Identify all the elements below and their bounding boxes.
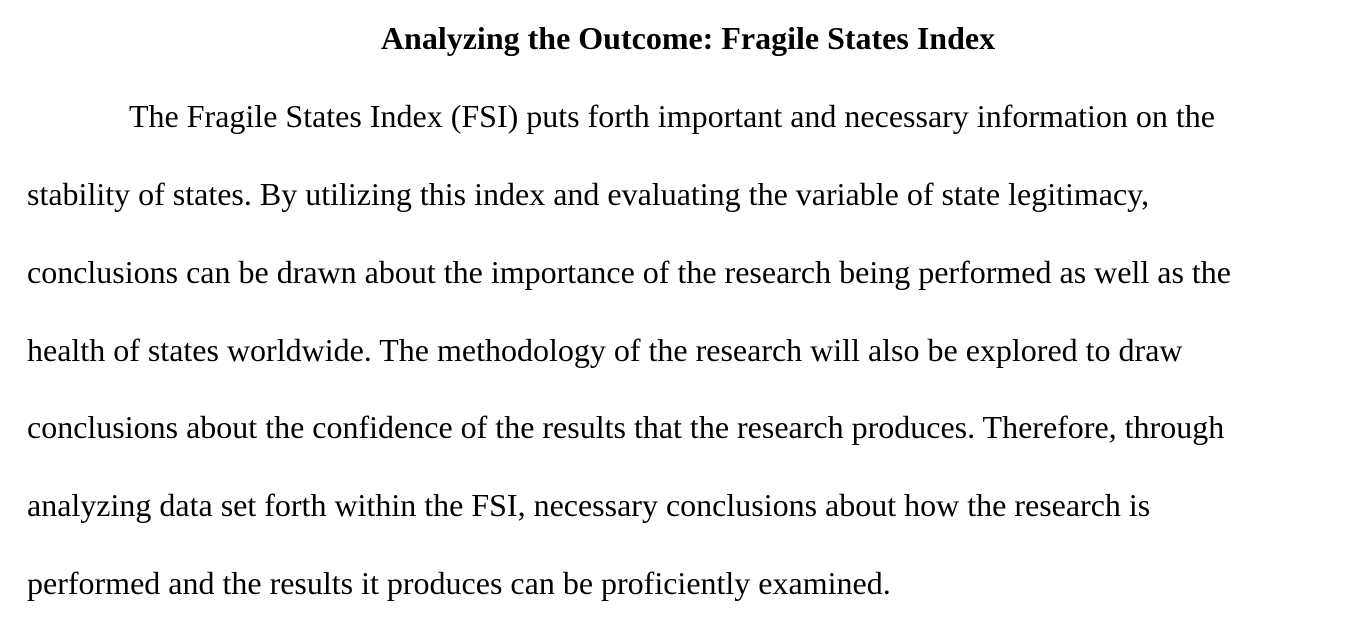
paragraph-line: analyzing data set forth within the FSI,… [27, 487, 1151, 523]
paragraph-line: conclusions about the confidence of the … [27, 409, 1225, 445]
document-title: Analyzing the Outcome: Fragile States In… [380, 20, 996, 56]
paragraph-line: stability of states. By utilizing this i… [27, 176, 1150, 212]
paragraph-line: performed and the results it produces ca… [27, 565, 891, 601]
paragraph-line: health of states worldwide. The methodol… [27, 332, 1183, 368]
paragraph-line: The Fragile States Index (FSI) puts fort… [129, 98, 1215, 134]
paragraph-line: conclusions can be drawn about the impor… [27, 254, 1231, 290]
